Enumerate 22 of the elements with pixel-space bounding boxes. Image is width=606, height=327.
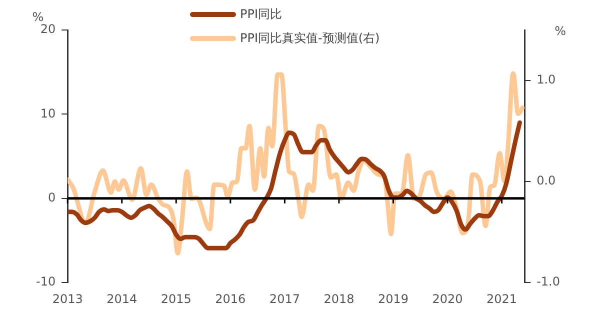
y2-tick-label: -1.0 — [536, 274, 560, 289]
y2-axis-title: % — [554, 24, 566, 38]
y-tick-label: -10 — [36, 274, 56, 289]
x-tick-label: 2021 — [486, 292, 518, 306]
x-tick-label: 2013 — [52, 292, 83, 306]
x-tick-label: 2015 — [160, 292, 192, 306]
y-axis-title: % — [32, 10, 44, 24]
legend-label: PPI同比真实值-预测值(右) — [240, 30, 380, 46]
line-series — [68, 71, 525, 256]
y-tick-label: 20 — [40, 22, 56, 36]
y2-tick-label: 0.0 — [536, 174, 556, 188]
y-tick-label: 10 — [40, 106, 56, 120]
x-tick-label: 2019 — [378, 292, 409, 306]
x-tick-label: 2017 — [269, 292, 300, 306]
x-tick-label: 2014 — [106, 292, 138, 306]
x-tick-label: 2020 — [432, 292, 463, 306]
y-tick-label: 0 — [48, 190, 56, 205]
line-series — [68, 120, 522, 250]
legend-label: PPI同比 — [240, 6, 282, 22]
x-tick-label: 2016 — [215, 292, 246, 306]
x-tick-label: 2018 — [324, 292, 354, 306]
y2-tick-label: 1.0 — [536, 72, 556, 87]
